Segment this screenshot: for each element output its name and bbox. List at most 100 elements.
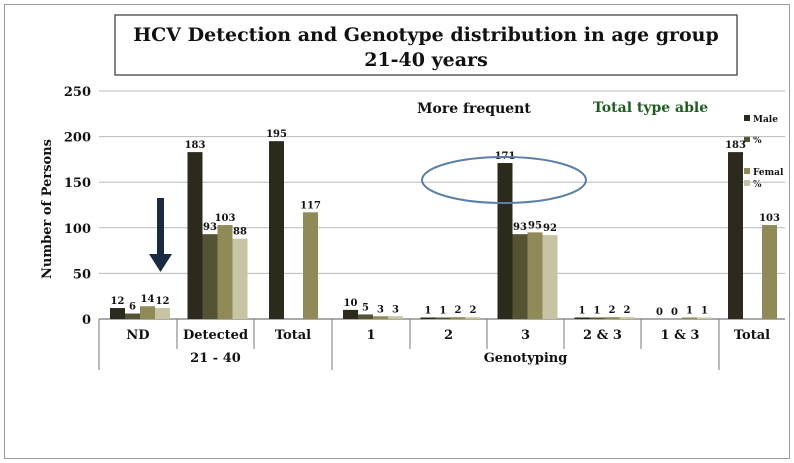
bar-Total-Male xyxy=(728,152,743,319)
data-label: 1 xyxy=(440,306,447,317)
data-label: 1 xyxy=(579,306,586,317)
data-label: 93 xyxy=(513,222,527,233)
x-category-label: 2 xyxy=(444,328,453,343)
legend-swatch-male-percent xyxy=(744,136,750,142)
bar-3-Femal xyxy=(527,232,543,319)
bar-23-Male xyxy=(574,317,590,319)
x-axis: ND Detected Total 1 2 3 2 & 3 1 & 3 Total 21 - 40… xyxy=(98,319,770,370)
bars xyxy=(110,141,777,319)
data-label: 3 xyxy=(392,304,399,315)
legend-swatch-female-percent xyxy=(744,180,750,186)
bar-23-pct xyxy=(589,317,605,319)
bar-chart: HCV Detection and Genotype distribution … xyxy=(40,14,785,370)
data-label: 1 xyxy=(686,306,693,317)
x-category-label: 2 & 3 xyxy=(583,328,622,343)
bar-Total-Male xyxy=(269,141,284,319)
annotation-more-frequent: More frequent xyxy=(417,101,531,117)
data-label: 1 xyxy=(594,306,601,317)
bar-Detected-pct xyxy=(202,234,218,319)
bar-Total-Femal xyxy=(762,225,777,319)
x-category-label: 1 xyxy=(366,328,375,343)
bar-2-Male xyxy=(420,317,436,319)
bar-1-pct xyxy=(358,314,373,319)
bar-23-pct xyxy=(619,317,635,319)
data-label: 1 xyxy=(425,306,432,317)
data-label: 14 xyxy=(141,294,155,305)
data-label: 12 xyxy=(156,296,170,307)
legend-label-female: Femal xyxy=(753,168,784,178)
bar-23-Femal xyxy=(604,317,620,319)
bar-3-Male xyxy=(497,163,513,319)
down-arrow-icon xyxy=(149,198,172,272)
data-label: 5 xyxy=(362,302,369,313)
data-label: 93 xyxy=(203,222,217,233)
y-tick-label: 0 xyxy=(82,313,91,328)
y-tick-label: 100 xyxy=(64,222,91,237)
legend-label-male: Male xyxy=(753,115,778,125)
legend-swatch-female xyxy=(744,168,750,174)
bar-2-pct xyxy=(435,317,451,319)
bar-2-pct xyxy=(465,317,481,319)
bar-Total-Femal xyxy=(303,212,318,319)
data-label: 103 xyxy=(215,213,236,224)
bar-1-Male xyxy=(343,309,358,319)
bar-ND-pct xyxy=(155,308,170,319)
data-label: 2 xyxy=(609,305,616,316)
y-tick-label: 250 xyxy=(64,85,91,100)
bar-Detected-pct xyxy=(232,238,248,319)
bar-3-pct xyxy=(512,234,528,319)
bar-ND-Male xyxy=(110,308,125,319)
x-category-label: Total xyxy=(275,328,311,343)
bar-13-pct xyxy=(697,317,712,319)
data-label: 103 xyxy=(759,213,780,224)
data-label: 183 xyxy=(185,140,206,151)
data-label: 6 xyxy=(129,302,136,313)
legend-label-male-percent: % xyxy=(753,136,762,146)
bar-Detected-Male xyxy=(187,152,203,319)
bar-ND-Femal xyxy=(140,306,155,319)
bar-13-Femal xyxy=(682,317,697,319)
bar-1-Femal xyxy=(373,316,388,319)
annotation-total-typeable: Total type able xyxy=(593,100,708,116)
data-label: 3 xyxy=(377,304,384,315)
data-label: 2 xyxy=(470,305,477,316)
legend-swatch-male xyxy=(744,115,750,121)
data-label: 2 xyxy=(455,305,462,316)
y-axis-ticks: 0 50 100 150 200 250 xyxy=(64,85,91,328)
bar-1-pct xyxy=(388,316,403,319)
bar-2-Femal xyxy=(450,317,466,319)
data-label: 10 xyxy=(344,298,358,309)
chart-frame: HCV Detection and Genotype distribution … xyxy=(4,4,790,459)
x-category-label: Total xyxy=(734,328,770,343)
data-label: 1 xyxy=(701,306,708,317)
y-tick-label: 200 xyxy=(64,131,91,146)
bar-3-pct xyxy=(542,235,558,319)
data-label: 0 xyxy=(656,307,663,318)
x-category-label: Detected xyxy=(183,328,248,343)
data-label: 0 xyxy=(671,307,678,318)
ellipse-highlight xyxy=(421,156,587,204)
y-axis-label: Number of Persons xyxy=(40,139,55,279)
data-label: 117 xyxy=(300,200,321,211)
bar-ND-pct xyxy=(125,313,140,319)
data-label: 2 xyxy=(624,305,631,316)
data-label: 95 xyxy=(528,220,542,231)
x-category-label: 3 xyxy=(521,328,530,343)
x-category-label: 1 & 3 xyxy=(661,328,700,343)
y-tick-label: 50 xyxy=(73,267,91,282)
data-label: 183 xyxy=(725,140,746,151)
legend: Male % Femal % xyxy=(744,115,784,190)
data-label: 195 xyxy=(266,129,287,140)
data-label: 88 xyxy=(233,227,247,238)
data-label: 12 xyxy=(111,296,125,307)
title-box xyxy=(114,14,738,76)
chart-title-line-2: 21-40 years xyxy=(364,49,488,71)
x-group-label: 21 - 40 xyxy=(190,351,241,366)
data-label: 92 xyxy=(543,223,557,234)
legend-label-female-percent: % xyxy=(753,180,762,190)
x-category-label: ND xyxy=(126,328,149,343)
x-group-label: Genotyping xyxy=(484,351,568,366)
chart-title-line-1: HCV Detection and Genotype distribution … xyxy=(133,24,719,46)
y-tick-label: 150 xyxy=(64,176,91,191)
